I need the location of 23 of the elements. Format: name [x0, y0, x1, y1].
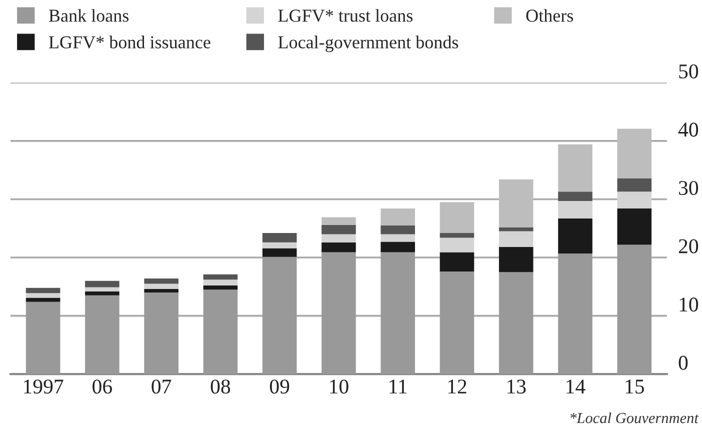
legend-label: LGFV* bond issuance	[48, 36, 210, 48]
y-tick-label: 40	[678, 122, 698, 137]
y-tick-label: 10	[680, 298, 698, 312]
x-tick-label: 06	[92, 380, 112, 394]
y-tick-label: 30	[679, 180, 698, 195]
y-tick-label: 0	[678, 356, 688, 370]
x-tick-label: 10	[330, 380, 348, 394]
text: *Local Gouvernment	[570, 412, 699, 424]
legend-label: LGFV* trust loans	[278, 9, 412, 22]
x-tick-label: 15	[626, 380, 644, 394]
legend-label: Others	[526, 9, 574, 22]
x-tick-label: 08	[210, 380, 230, 394]
x-tick-label: 1997	[24, 380, 64, 394]
x-tick-label: 09	[270, 380, 290, 394]
y-tick-label: 20	[678, 239, 698, 254]
legend-label: Bank loans	[48, 9, 129, 22]
x-tick-label: 11	[390, 380, 407, 394]
legend-label: Local-government bonds	[278, 36, 458, 52]
x-tick-label: 07	[152, 380, 172, 394]
x-tick-label: 14	[566, 380, 586, 394]
x-tick-label: 13	[508, 380, 526, 394]
y-tick-label: 50	[679, 64, 698, 78]
x-tick-label: 12	[448, 380, 466, 394]
